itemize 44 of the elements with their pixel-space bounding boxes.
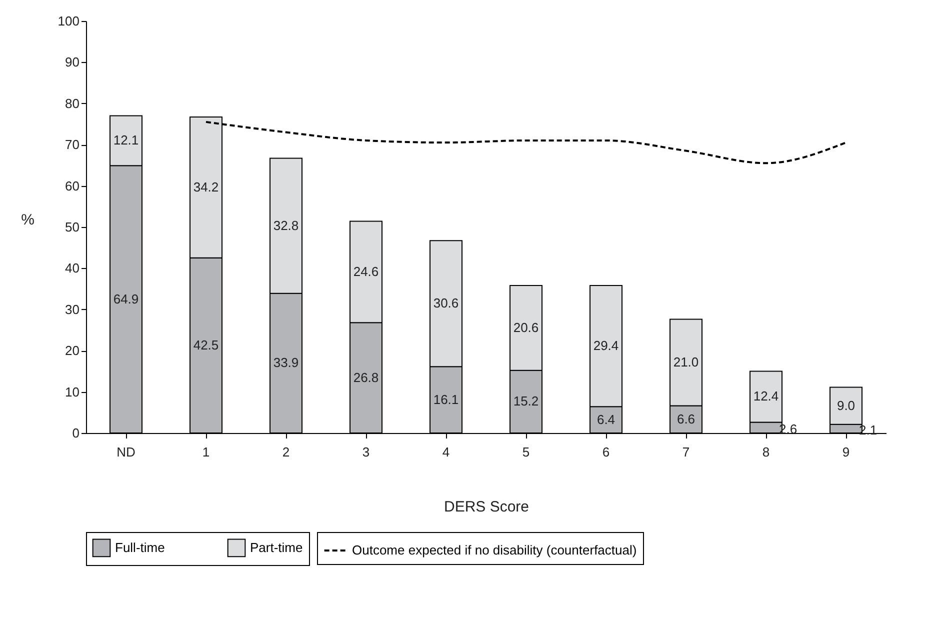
y-tick-label: 70 xyxy=(65,137,80,152)
data-label: 64.9 xyxy=(113,291,139,306)
data-label: 42.5 xyxy=(193,337,219,352)
x-tick-label: 4 xyxy=(442,444,450,460)
data-label: 16.1 xyxy=(433,392,459,407)
data-label: 6.6 xyxy=(676,411,696,426)
data-label: 21.0 xyxy=(673,354,699,370)
y-tick-label: 20 xyxy=(65,343,80,358)
y-tick-label: 80 xyxy=(65,96,80,111)
legend-label: Outcome expected if no disability (counterfactual) xyxy=(352,542,637,558)
data-label: 6.4 xyxy=(596,412,616,427)
y-tick-label: 30 xyxy=(65,302,80,317)
data-label: 20.6 xyxy=(513,320,539,335)
y-tick-label: 0 xyxy=(72,426,80,440)
x-tick-label: 6 xyxy=(602,444,610,460)
y-tick-label: 60 xyxy=(65,178,80,194)
data-label: 33.9 xyxy=(273,355,299,370)
data-label: 26.8 xyxy=(353,370,379,385)
data-label: 29.4 xyxy=(593,338,619,354)
data-label: 24.6 xyxy=(353,264,379,279)
y-tick-label: 100 xyxy=(58,14,80,28)
x-tick-label: 7 xyxy=(682,444,690,460)
data-label: 12.1 xyxy=(113,132,139,148)
y-tick-label: 90 xyxy=(65,54,80,70)
data-label: 30.6 xyxy=(433,296,459,311)
x-tick-label: 9 xyxy=(842,444,850,460)
y-tick-label: 10 xyxy=(65,384,80,400)
data-label: 12.4 xyxy=(753,388,779,404)
legend-label: Full-time xyxy=(115,540,165,555)
x-tick-label: 3 xyxy=(362,444,370,460)
y-tick-label: 50 xyxy=(65,220,80,234)
x-tick-label: 1 xyxy=(202,444,210,460)
y-tick-label: 40 xyxy=(65,260,80,276)
x-tick-label: 8 xyxy=(762,444,770,460)
x-tick-label: 2 xyxy=(282,444,290,460)
legend-label: Part-time xyxy=(250,540,303,555)
x-axis-title: DERS Score xyxy=(444,498,530,516)
x-tick-label: ND xyxy=(116,444,136,460)
data-label: 15.2 xyxy=(513,394,539,409)
y-axis-title: % xyxy=(21,212,34,228)
data-label: 34.2 xyxy=(193,179,219,194)
data-label: 9.0 xyxy=(836,398,856,413)
x-tick-label: 5 xyxy=(522,444,530,460)
data-label: 32.8 xyxy=(273,218,299,233)
